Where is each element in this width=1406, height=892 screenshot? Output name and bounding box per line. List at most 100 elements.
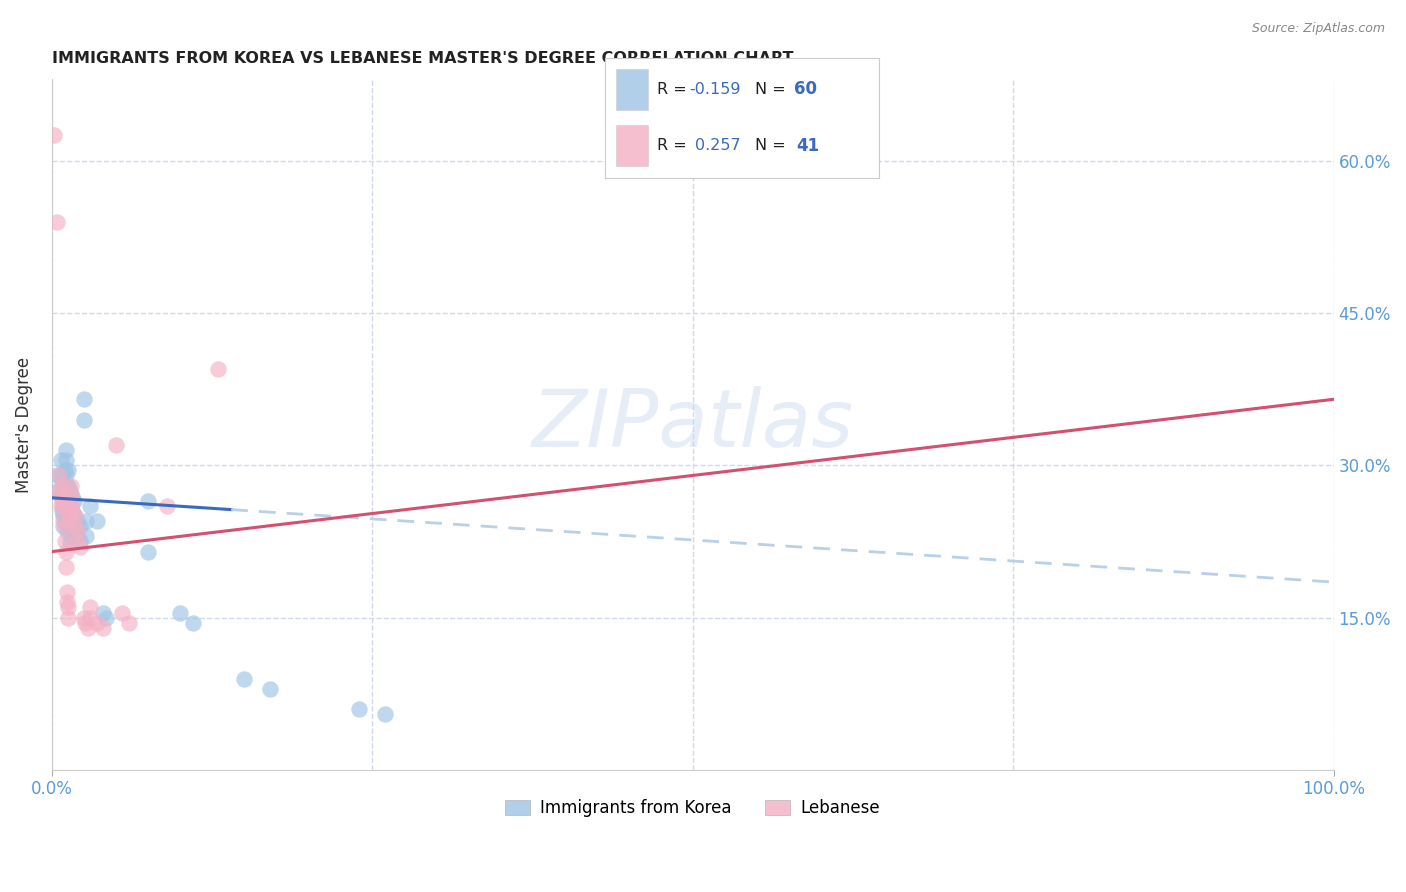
Point — [53, 534, 76, 549]
Point — [91, 621, 114, 635]
Point — [55, 544, 77, 558]
FancyBboxPatch shape — [616, 69, 648, 110]
Point — [76, 621, 98, 635]
Point — [59, 499, 82, 513]
Point — [59, 529, 82, 543]
Point — [118, 615, 141, 630]
Point — [52, 499, 75, 513]
Text: N =: N = — [755, 82, 792, 97]
Point — [259, 681, 281, 696]
Point — [59, 509, 82, 524]
Point — [66, 514, 89, 528]
Point — [58, 509, 80, 524]
Point — [104, 438, 127, 452]
Point — [49, 499, 72, 513]
Point — [53, 489, 76, 503]
Point — [55, 443, 77, 458]
Point — [58, 600, 80, 615]
Point — [59, 478, 82, 492]
Point — [59, 519, 82, 533]
Point — [56, 478, 79, 492]
Point — [59, 499, 82, 513]
Point — [53, 519, 76, 533]
Point — [79, 610, 101, 624]
Point — [49, 489, 72, 503]
Point — [73, 610, 96, 624]
Point — [136, 544, 159, 558]
Text: 60: 60 — [794, 80, 817, 98]
Point — [56, 595, 79, 609]
Point — [51, 474, 73, 488]
Point — [49, 453, 72, 467]
Point — [60, 504, 83, 518]
Point — [59, 534, 82, 549]
Point — [181, 615, 204, 630]
Point — [58, 610, 80, 624]
Point — [75, 529, 97, 543]
Text: Source: ZipAtlas.com: Source: ZipAtlas.com — [1251, 22, 1385, 36]
Point — [60, 489, 83, 503]
Point — [111, 606, 134, 620]
Point — [66, 529, 89, 543]
Point — [59, 514, 82, 528]
Point — [156, 499, 179, 513]
Point — [79, 499, 101, 513]
Point — [94, 610, 117, 624]
Point — [66, 524, 89, 539]
Text: R =: R = — [657, 138, 696, 153]
Point — [48, 468, 70, 483]
Point — [136, 493, 159, 508]
Point — [374, 707, 396, 722]
Text: R =: R = — [657, 82, 692, 97]
Point — [52, 509, 75, 524]
Point — [56, 493, 79, 508]
Point — [49, 489, 72, 503]
Point — [55, 559, 77, 574]
Point — [233, 672, 256, 686]
Point — [45, 483, 67, 498]
Legend: Immigrants from Korea, Lebanese: Immigrants from Korea, Lebanese — [499, 792, 887, 824]
Text: 41: 41 — [796, 136, 820, 155]
Point — [79, 600, 101, 615]
Point — [58, 463, 80, 477]
Point — [49, 468, 72, 483]
Point — [69, 519, 91, 533]
Point — [53, 463, 76, 477]
Point — [75, 514, 97, 528]
Point — [73, 392, 96, 407]
Point — [60, 493, 83, 508]
Point — [51, 478, 73, 492]
Point — [45, 468, 67, 483]
Point — [52, 499, 75, 513]
Point — [52, 519, 75, 533]
FancyBboxPatch shape — [616, 126, 648, 166]
Point — [53, 499, 76, 513]
Point — [58, 478, 80, 492]
Point — [55, 489, 77, 503]
Point — [59, 499, 82, 513]
Point — [60, 504, 83, 518]
Point — [48, 483, 70, 498]
Point — [86, 514, 108, 528]
Point — [349, 702, 371, 716]
Text: N =: N = — [755, 138, 796, 153]
Point — [53, 514, 76, 528]
Point — [45, 214, 67, 228]
Point — [62, 493, 84, 508]
Point — [56, 509, 79, 524]
Point — [55, 453, 77, 467]
Point — [86, 615, 108, 630]
Point — [58, 493, 80, 508]
Point — [207, 361, 229, 376]
Point — [59, 483, 82, 498]
Point — [51, 493, 73, 508]
Point — [69, 540, 91, 554]
Point — [66, 534, 89, 549]
Point — [169, 606, 191, 620]
Text: IMMIGRANTS FROM KOREA VS LEBANESE MASTER'S DEGREE CORRELATION CHART: IMMIGRANTS FROM KOREA VS LEBANESE MASTER… — [52, 51, 793, 66]
Text: -0.159: -0.159 — [689, 82, 741, 97]
Point — [63, 509, 86, 524]
Text: 0.257: 0.257 — [695, 138, 741, 153]
Point — [63, 519, 86, 533]
Text: ZIPatlas: ZIPatlas — [531, 385, 853, 464]
